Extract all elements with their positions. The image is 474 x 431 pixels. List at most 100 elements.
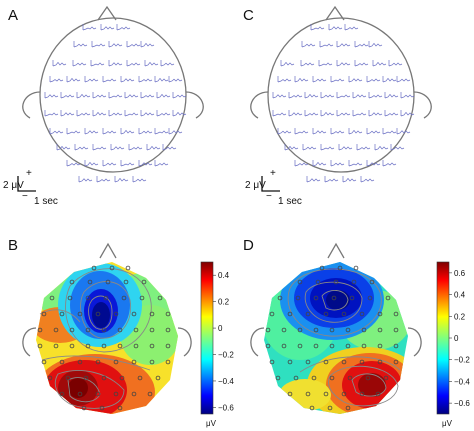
electrode-marker [305, 359, 311, 365]
panel-c: C + 2 μV − 1 sec [243, 5, 432, 207]
erp-waveform [108, 110, 123, 117]
erp-waveform [120, 128, 135, 135]
electrode-marker [341, 391, 347, 397]
electrode-marker [295, 295, 301, 301]
electrode-marker [345, 327, 351, 333]
electrode-marker [359, 391, 365, 397]
erp-waveform [52, 60, 67, 67]
electrode-marker [149, 359, 155, 365]
erp-waveform [60, 110, 75, 117]
erp-waveform [73, 41, 88, 48]
erp-waveform [140, 92, 155, 99]
colorbar-d-ticks: 0.6 0.4 0.2 0 −0.2 −0.4 −0.6 [449, 269, 470, 408]
erp-waveform [336, 60, 351, 67]
erp-waveform [330, 76, 345, 83]
erp-waveform [272, 92, 287, 99]
scale-plus: + [270, 168, 276, 179]
colorbar-tick-label: 0.4 [218, 271, 230, 280]
erp-waveform [368, 92, 383, 99]
erp-waveform [66, 128, 81, 135]
electrode-marker [91, 265, 97, 271]
electrode-marker [275, 375, 281, 381]
erp-waveform [382, 160, 397, 167]
colorbar-tick-label: 0 [454, 334, 459, 343]
erp-waveform [294, 160, 309, 167]
electrode-marker [141, 279, 147, 285]
electrode-marker [361, 327, 367, 333]
electrode-marker [149, 311, 155, 317]
electrode-marker [323, 391, 329, 397]
right-ear-icon [413, 91, 432, 119]
electrode-marker [367, 295, 373, 301]
contour-line [328, 365, 399, 407]
electrode-marker [361, 343, 367, 349]
erp-waveform [324, 176, 339, 183]
erp-waveform [320, 92, 335, 99]
erp-waveform [368, 41, 383, 48]
erp-waveform [366, 128, 381, 135]
electrode-marker [53, 327, 59, 333]
erp-waveform [304, 92, 319, 99]
electrode-marker [117, 405, 123, 411]
electrode-marker [77, 311, 83, 317]
erp-waveform [294, 76, 309, 83]
electrode-marker [155, 375, 161, 381]
erp-waveform [312, 128, 327, 135]
electrode-marker [77, 391, 83, 397]
electrode-marker [377, 327, 383, 333]
colorbar-tick-label: 0.6 [454, 269, 466, 278]
electrode-marker [315, 279, 321, 285]
electrode-marker [293, 375, 299, 381]
electrode-marker [377, 311, 383, 317]
right-ear-icon [407, 327, 422, 357]
erp-waveform [44, 110, 59, 117]
electrode-marker [347, 375, 353, 381]
erp-waveform [330, 160, 345, 167]
erp-waveform [294, 128, 309, 135]
colorbar-tick-label: −0.4 [218, 377, 234, 386]
electrode-marker [131, 359, 137, 365]
erp-waveform [140, 110, 155, 117]
topomap-d [250, 242, 422, 414]
panel-c-label: C [243, 7, 254, 24]
electrode-marker [269, 359, 275, 365]
erp-waveform [288, 110, 303, 117]
erp-waveform [114, 176, 129, 183]
electrode-marker [297, 343, 303, 349]
electrode-marker [345, 405, 351, 411]
electrode-marker [383, 375, 389, 381]
erp-waveform [348, 76, 363, 83]
erp-waveform [91, 41, 106, 48]
erp-waveform [66, 160, 81, 167]
electrode-marker [101, 327, 107, 333]
electrode-marker [353, 265, 359, 271]
contour-line [287, 268, 382, 337]
electrode-marker [327, 405, 333, 411]
electrode-marker [125, 265, 131, 271]
electrode-marker [337, 265, 343, 271]
electrode-marker [385, 295, 391, 301]
electrode-marker [287, 391, 293, 397]
waveform-array-c [272, 24, 415, 183]
contour-line [80, 281, 132, 339]
electrode-marker [85, 327, 91, 333]
electrode-marker [137, 375, 143, 381]
electrode-marker [109, 265, 115, 271]
electrode-marker [165, 359, 171, 365]
erp-waveform [100, 24, 115, 31]
electrode-marker [323, 359, 329, 365]
erp-waveform [124, 110, 139, 117]
colorbar-d-unit: μV [442, 419, 453, 428]
erp-waveform [400, 92, 415, 99]
electrode-marker [99, 405, 105, 411]
electrode-marker [87, 279, 93, 285]
electrode-marker [297, 279, 303, 285]
erp-waveform [124, 92, 139, 99]
erp-waveform [320, 144, 335, 151]
erp-waveform [76, 110, 91, 117]
erp-waveform [78, 176, 93, 183]
colorbar-tick-label: −0.2 [454, 356, 470, 365]
electrode-marker [41, 359, 47, 365]
colorbar-tick-label: −0.6 [454, 399, 470, 408]
erp-waveform [384, 92, 399, 99]
